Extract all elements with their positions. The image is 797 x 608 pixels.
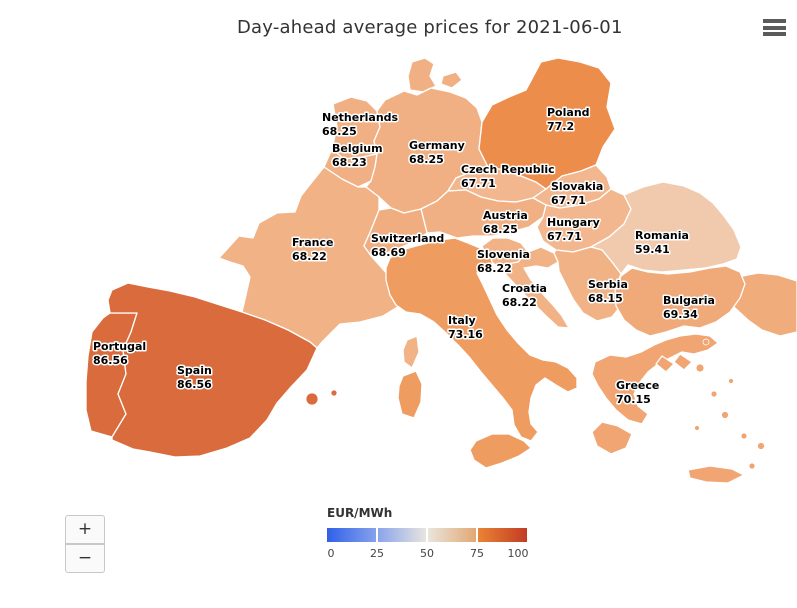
legend-tick: 100 (507, 547, 529, 560)
island-spain[interactable] (330, 389, 338, 397)
country-greece[interactable] (655, 355, 675, 373)
island-greece[interactable] (694, 425, 700, 431)
chart-title: Day-ahead average prices for 2021-06-01 (237, 17, 623, 38)
context-menu-button[interactable] (758, 14, 792, 44)
region-denmark[interactable] (440, 71, 463, 89)
region-denmark[interactable] (407, 57, 437, 93)
legend-tick: 25 (370, 547, 384, 560)
country-greece[interactable] (591, 333, 719, 425)
country-italy[interactable] (385, 237, 578, 442)
island-greece[interactable] (740, 432, 748, 440)
country-italy[interactable] (397, 370, 423, 419)
island-spain[interactable] (305, 392, 319, 406)
island-greece[interactable] (757, 442, 765, 450)
zoom-out-button[interactable]: − (65, 544, 105, 573)
zoom-in-button[interactable]: + (65, 515, 105, 544)
legend-tick-line (376, 528, 378, 542)
legend-tick-labels: 0 25 50 75 100 (327, 547, 547, 561)
legend-tick: 50 (420, 547, 434, 560)
island-greece[interactable] (702, 338, 710, 346)
country-romania[interactable] (590, 181, 742, 275)
legend-tick: 75 (470, 547, 484, 560)
island-greece[interactable] (695, 363, 705, 373)
country-croatia[interactable] (499, 246, 570, 329)
country-france[interactable] (402, 335, 420, 369)
country-netherlands[interactable] (331, 96, 381, 160)
country-greece[interactable] (673, 353, 693, 371)
country-poland[interactable] (478, 57, 616, 190)
map-zoom-controls: + − (65, 515, 105, 573)
country-spain[interactable] (107, 282, 318, 458)
island-greece[interactable] (710, 390, 718, 398)
color-axis-bar (327, 528, 527, 542)
country-bulgaria[interactable] (614, 265, 746, 337)
legend-tick: 0 (327, 547, 335, 560)
legend-title: EUR/MWh (327, 506, 393, 520)
hamburger-icon (763, 19, 787, 37)
country-greece[interactable] (591, 421, 633, 455)
legend-tick-line (476, 528, 478, 542)
island-greece[interactable] (728, 378, 734, 384)
color-legend: EUR/MWh 0 25 50 75 100 (327, 506, 547, 561)
country-switzerland[interactable] (363, 207, 428, 258)
country-greece[interactable] (687, 465, 745, 484)
country-italy[interactable] (469, 433, 532, 469)
island-greece[interactable] (721, 411, 729, 419)
legend-tick-line (426, 528, 428, 542)
island-greece[interactable] (748, 462, 756, 470)
